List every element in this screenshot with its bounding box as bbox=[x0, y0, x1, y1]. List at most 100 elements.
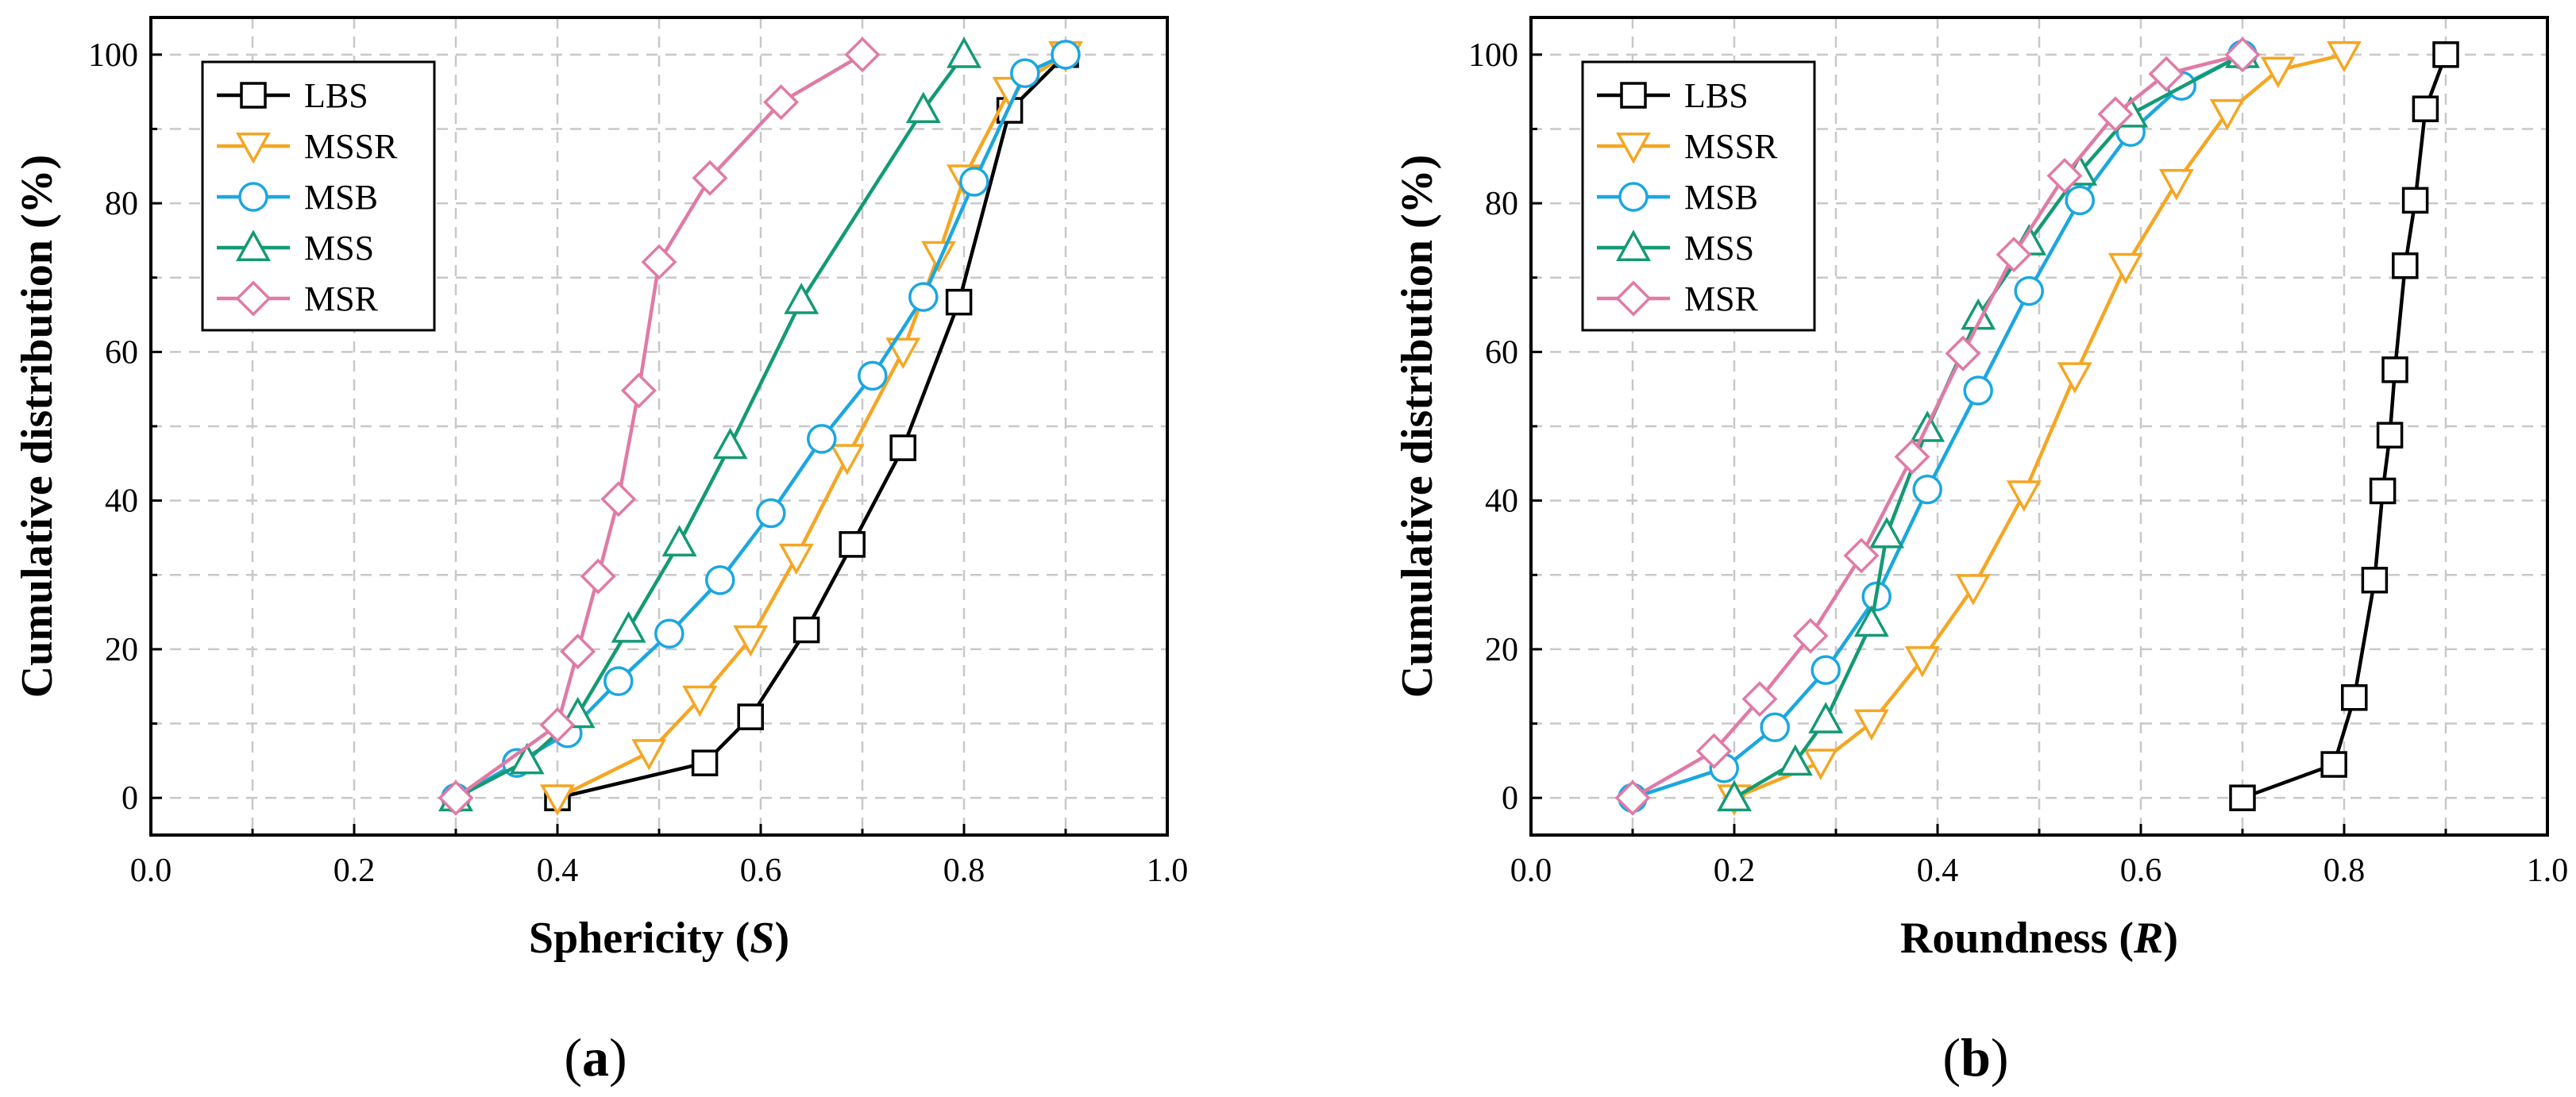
x-axis-title-close: ) bbox=[774, 914, 789, 963]
data-point-msr bbox=[438, 779, 474, 816]
legend-label-mssr: MSSR bbox=[1684, 127, 1778, 166]
panel-label-open: ( bbox=[1942, 1027, 1961, 1087]
data-point-msr bbox=[692, 160, 728, 196]
data-point-msb bbox=[1912, 474, 1942, 505]
x-axis-title-text: Roundness bbox=[1900, 914, 2107, 963]
data-point-lbs bbox=[2341, 684, 2368, 711]
gridlines bbox=[1531, 17, 2547, 835]
x-axis-title-open: ( bbox=[2107, 914, 2134, 963]
data-point-mssr bbox=[1955, 574, 1991, 606]
data-point-mss bbox=[560, 696, 596, 729]
data-point-mssr bbox=[2327, 40, 2362, 73]
data-point-mssr bbox=[1853, 709, 1889, 741]
data-point-lbs bbox=[945, 288, 973, 316]
legend-marker-msb bbox=[1618, 182, 1649, 212]
data-point-mssr bbox=[2260, 56, 2296, 89]
y-tick-label: 20 bbox=[1485, 632, 1518, 668]
data-point-lbs bbox=[2412, 95, 2439, 122]
legend-label-msb: MSB bbox=[304, 178, 378, 217]
x-axis-title: Roundness (R) bbox=[1900, 914, 2178, 963]
data-point-msb bbox=[2014, 275, 2044, 306]
series-msr bbox=[1614, 37, 2261, 816]
x-axis-title-symbol: R bbox=[2133, 914, 2163, 963]
data-point-lbs bbox=[2229, 784, 2256, 811]
x-tick-label: 0.8 bbox=[2323, 853, 2366, 889]
data-point-msr bbox=[560, 633, 596, 670]
data-point-mssr bbox=[631, 739, 667, 771]
series-mssr bbox=[540, 40, 1083, 816]
data-point-lbs bbox=[2432, 41, 2459, 68]
y-tick-label: 100 bbox=[1468, 37, 1518, 74]
data-point-msr bbox=[763, 84, 800, 121]
x-axis-title-open: ( bbox=[724, 914, 750, 963]
legend-label-mss: MSS bbox=[304, 229, 374, 268]
data-point-mssr bbox=[682, 685, 718, 718]
y-tick-label: 100 bbox=[88, 37, 138, 74]
x-axis-title: Sphericity (S) bbox=[529, 914, 789, 963]
legend-marker-msr bbox=[1615, 280, 1652, 317]
legend-marker-mssr bbox=[236, 133, 271, 164]
y-tick-label: 80 bbox=[1485, 186, 1518, 222]
legend-marker-mss bbox=[1616, 229, 1651, 261]
data-point-mssr bbox=[2107, 252, 2143, 285]
series-lbs bbox=[2229, 41, 2459, 811]
data-point-mss bbox=[712, 427, 748, 460]
data-point-lbs bbox=[691, 749, 719, 776]
y-tick-label: 60 bbox=[105, 334, 138, 371]
data-point-lbs bbox=[737, 703, 764, 730]
panel-label: (a) bbox=[564, 1027, 627, 1087]
data-point-mss bbox=[784, 283, 819, 314]
y-tick-label: 20 bbox=[105, 632, 138, 668]
legend-label-msb: MSB bbox=[1684, 178, 1758, 217]
series-msr bbox=[438, 37, 881, 816]
panel-label-close: ) bbox=[1991, 1027, 2009, 1087]
data-point-mssr bbox=[2057, 362, 2092, 394]
data-point-msr bbox=[2224, 37, 2261, 73]
data-point-lbs bbox=[2401, 187, 2429, 214]
legend-marker-mssr bbox=[1616, 133, 1651, 164]
data-point-msb bbox=[1963, 375, 1993, 406]
data-point-msr bbox=[1843, 537, 1880, 574]
data-point-msb bbox=[858, 360, 888, 391]
legend-label-mss: MSS bbox=[1684, 229, 1754, 268]
data-point-msb bbox=[1811, 655, 1841, 685]
legend-marker-msr bbox=[235, 280, 272, 317]
x-tick-label: 0.6 bbox=[740, 853, 782, 889]
data-point-mss bbox=[1853, 605, 1889, 637]
legend-marker-msb bbox=[238, 182, 268, 212]
legend-marker-lbs bbox=[1620, 82, 1647, 109]
x-tick-label: 1.0 bbox=[1147, 853, 1189, 889]
x-tick-label: 0.8 bbox=[943, 853, 985, 889]
x-axis-title-symbol: S bbox=[750, 914, 774, 963]
y-tick-label: 0 bbox=[121, 780, 138, 817]
data-point-mssr bbox=[1904, 646, 1940, 678]
data-point-lbs bbox=[2320, 751, 2347, 778]
data-point-mss bbox=[611, 611, 646, 643]
y-axis-title: Cumulative distribution (%) bbox=[1393, 155, 1442, 699]
legend: LBS MSSR MSB MSS MSR bbox=[1581, 60, 1816, 332]
data-point-msb bbox=[604, 666, 634, 696]
data-point-lbs bbox=[2392, 252, 2419, 279]
data-point-lbs bbox=[2376, 421, 2404, 448]
data-point-lbs bbox=[2381, 356, 2408, 383]
x-tick-label: 0.6 bbox=[2120, 853, 2162, 889]
x-tick-label: 0.2 bbox=[1714, 853, 1756, 889]
data-point-mss bbox=[905, 91, 941, 124]
data-point-mssr bbox=[778, 543, 814, 575]
x-tick-label: 0.0 bbox=[130, 853, 172, 889]
x-axis-title-text: Sphericity bbox=[529, 914, 724, 963]
data-point-msb bbox=[654, 618, 684, 649]
series-mss bbox=[438, 37, 981, 812]
data-point-msb bbox=[908, 282, 939, 312]
data-point-mss bbox=[509, 742, 545, 775]
legend-label-lbs: LBS bbox=[304, 76, 368, 115]
y-axis-title: Cumulative distribution (%) bbox=[13, 155, 62, 699]
data-point-msr bbox=[641, 244, 677, 280]
data-point-msb bbox=[1051, 40, 1081, 70]
data-point-mssr bbox=[540, 784, 575, 816]
legend-label-msr: MSR bbox=[1684, 279, 1759, 318]
data-point-lbs bbox=[792, 616, 820, 644]
x-tick-label: 1.0 bbox=[2527, 853, 2569, 889]
data-point-msr bbox=[620, 372, 657, 409]
